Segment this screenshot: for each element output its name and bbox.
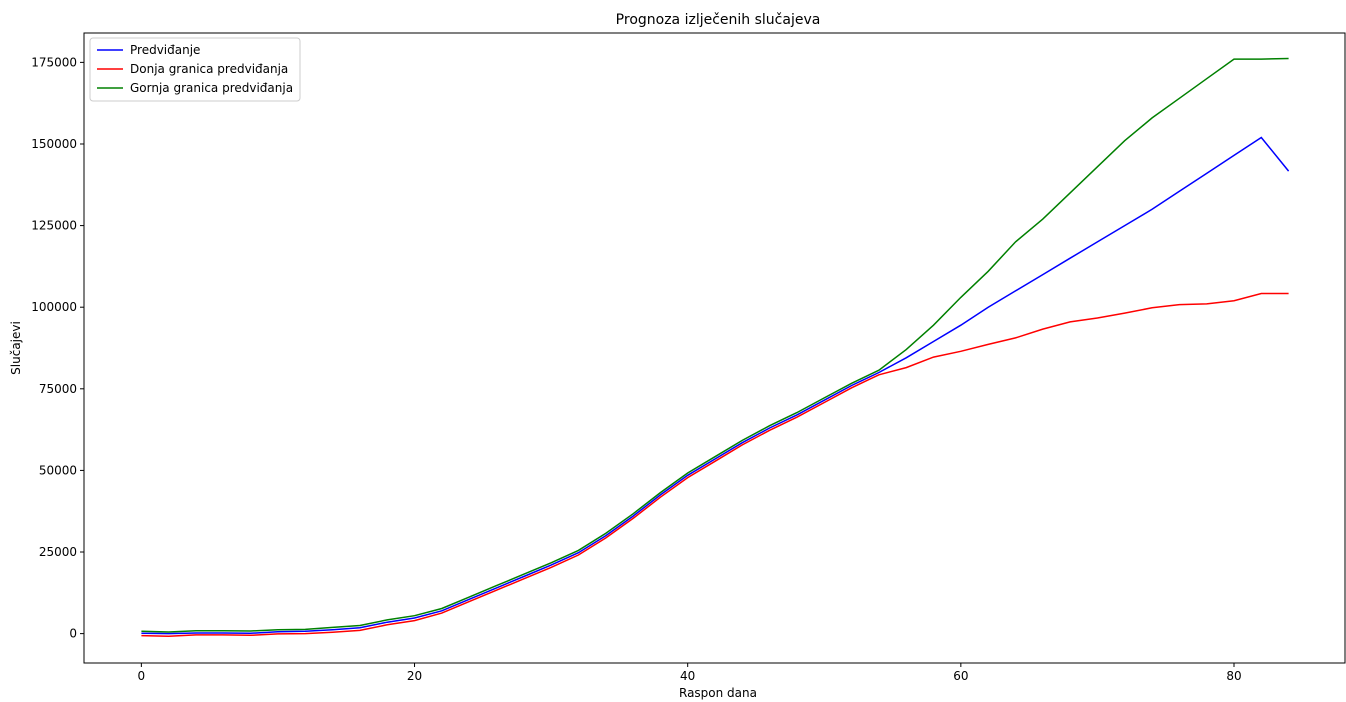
x-tick-label-2: 40 xyxy=(680,669,695,683)
y-tick-label-5: 125000 xyxy=(31,219,77,233)
x-axis-label: Raspon dana xyxy=(679,686,757,700)
x-tick-label-1: 20 xyxy=(407,669,422,683)
x-tick-label-0: 0 xyxy=(138,669,146,683)
legend: Predviđanje Donja granica predviđanja Gorn… xyxy=(89,37,301,102)
legend-label-2: Gornja granica predviđanja xyxy=(130,81,293,95)
y-tick-label-0: 0 xyxy=(69,627,77,641)
x-axis-ticks: 0 20 40 60 80 xyxy=(138,663,1242,683)
x-tick-label-4: 80 xyxy=(1226,669,1241,683)
y-tick-label-4: 100000 xyxy=(31,300,77,314)
legend-label-1: Donja granica predviđanja xyxy=(130,62,288,76)
plot-frame xyxy=(83,32,1346,664)
series-line-0 xyxy=(141,136,1290,635)
y-tick-label-7: 175000 xyxy=(31,55,77,69)
plot-area: 0 20 40 60 80 0 25000 50000 75000 100000 125000 15… xyxy=(31,32,1346,683)
series-line-1 xyxy=(141,292,1289,637)
series-line-2 xyxy=(141,57,1289,633)
legend-label-0: Predviđanje xyxy=(130,43,200,57)
y-axis-label: Slučajevi xyxy=(9,321,23,375)
legend-box xyxy=(89,37,301,102)
y-tick-label-6: 150000 xyxy=(31,137,77,151)
y-tick-label-2: 50000 xyxy=(39,463,77,477)
chart-title: Prognoza izlječenih slučajeva xyxy=(616,12,821,28)
x-tick-label-3: 60 xyxy=(953,669,968,683)
y-tick-label-3: 75000 xyxy=(39,382,77,396)
y-tick-label-1: 25000 xyxy=(39,545,77,559)
y-axis-ticks: 0 25000 50000 75000 100000 125000 150000 175000 xyxy=(31,55,84,641)
series-group xyxy=(141,57,1290,637)
